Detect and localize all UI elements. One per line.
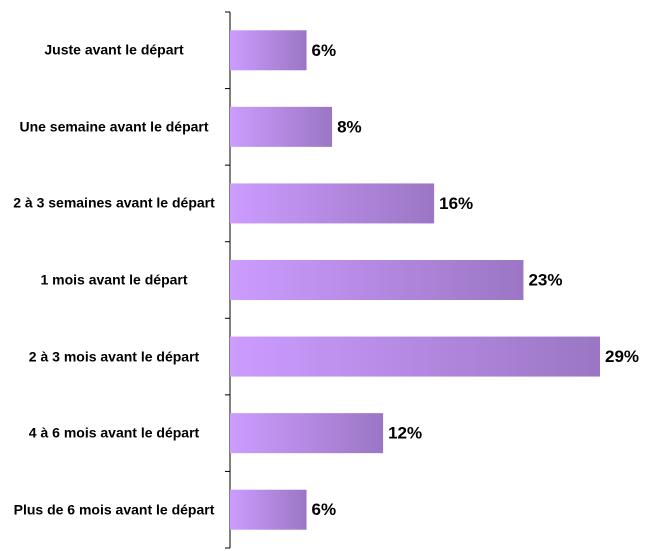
- bar: [230, 183, 435, 224]
- bar: [230, 106, 333, 147]
- value-label: 6%: [312, 41, 337, 60]
- value-label: 6%: [312, 500, 337, 519]
- value-label: 12%: [388, 424, 422, 443]
- category-label: 1 mois avant le départ: [40, 271, 188, 288]
- category-label: Une semaine avant le départ: [19, 118, 209, 135]
- bar: [230, 336, 600, 377]
- category-label: 2 à 3 mois avant le départ: [28, 348, 200, 365]
- value-label: 8%: [337, 117, 362, 136]
- category-label: Plus de 6 mois avant le départ: [13, 501, 215, 518]
- category-label: 2 à 3 semaines avant le départ: [13, 194, 215, 211]
- bar: [230, 489, 307, 530]
- bar: [230, 30, 307, 71]
- value-label: 16%: [439, 194, 473, 213]
- bar: [230, 260, 524, 300]
- category-label: 4 à 6 mois avant le départ: [28, 424, 200, 441]
- category-label: Juste avant le départ: [44, 41, 184, 58]
- bar: [230, 413, 384, 454]
- value-label: 29%: [605, 347, 639, 366]
- value-label: 23%: [528, 270, 562, 289]
